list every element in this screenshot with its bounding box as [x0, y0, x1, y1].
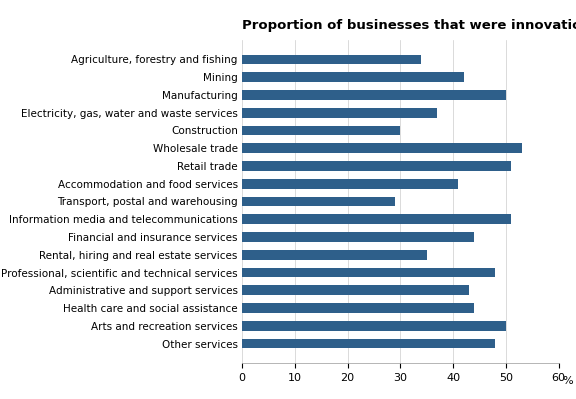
Text: Proportion of businesses that were innovation-active, by industry, 2012-13: Proportion of businesses that were innov…: [242, 19, 576, 32]
Bar: [242, 126, 400, 135]
Bar: [242, 285, 469, 295]
Bar: [242, 179, 458, 189]
Bar: [242, 55, 422, 64]
Bar: [242, 250, 427, 260]
Bar: [242, 268, 495, 277]
Bar: [242, 108, 437, 118]
Bar: [242, 339, 495, 348]
Bar: [242, 90, 506, 100]
Bar: [242, 214, 511, 224]
Bar: [242, 161, 511, 171]
Bar: [242, 72, 464, 82]
Bar: [242, 143, 522, 153]
Bar: [242, 321, 506, 331]
Text: %: %: [562, 376, 573, 386]
Bar: [242, 197, 395, 206]
Bar: [242, 303, 474, 313]
Bar: [242, 232, 474, 242]
